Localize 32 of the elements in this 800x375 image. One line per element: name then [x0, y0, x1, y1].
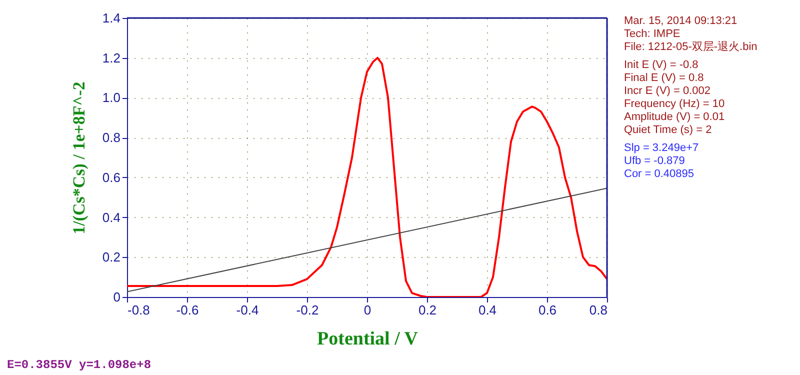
text: Cor = 0.40895 — [624, 168, 694, 180]
text: Final E (V) = 0.8 — [624, 72, 704, 84]
text: Quiet Time (s) = 2 — [624, 124, 712, 136]
text: E=0.3855V y=1.098e+8 — [7, 358, 152, 372]
y-tick-label: 0 — [113, 290, 120, 304]
y-tick-label: 0.6 — [102, 170, 120, 185]
y-tick-label: 1.0 — [102, 90, 120, 106]
text: Frequency (Hz) = 10 — [624, 98, 725, 110]
x-tick-label: 0.6 — [538, 302, 557, 318]
x-tick-label: 0 — [364, 302, 372, 318]
text: Incr E (V) = 0.002 — [624, 85, 711, 97]
y-axis-title: 1/(Cs*Cs) / 1e+8F^-2 — [69, 82, 88, 234]
x-tick-label: 0.8 — [589, 302, 608, 318]
y-tick-label: 1.4 — [102, 10, 120, 26]
text: Tech: IMPE — [624, 28, 680, 40]
x-axis-title: Potential / V — [317, 328, 418, 350]
x-tick-label: -0.4 — [236, 302, 259, 318]
y-tick-label: 0.4 — [102, 210, 120, 225]
x-tick-label: 0.2 — [418, 302, 437, 318]
text: Amplitude (V) = 0.01 — [624, 111, 725, 123]
y-tick-label: 1.2 — [102, 50, 120, 66]
text: Init E (V) = -0.8 — [624, 59, 698, 71]
x-tick-label: -0.6 — [176, 302, 199, 318]
y-tick-label: 0.8 — [102, 130, 120, 146]
x-tick-label: -0.2 — [296, 302, 319, 318]
x-tick-label: -0.8 — [128, 302, 150, 318]
text: Ufb = -0.879 — [624, 155, 685, 167]
text: Mar. 15, 2014 09:13:21 — [624, 15, 738, 27]
y-tick-label: 0.2 — [102, 250, 120, 265]
text: File: 1212-05-双层-退火.bin — [624, 40, 758, 53]
x-tick-label: 0.4 — [478, 302, 497, 318]
text: Slp = 3.249e+7 — [624, 142, 699, 154]
